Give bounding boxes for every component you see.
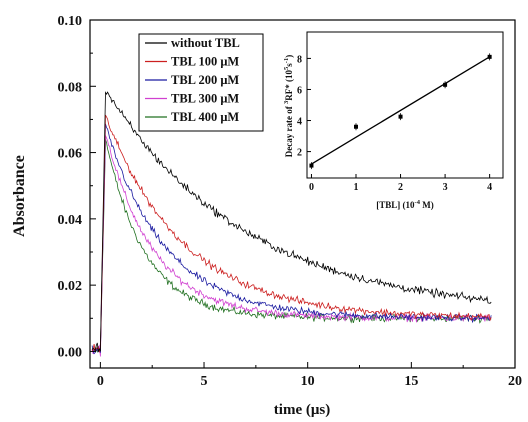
- x-tick-label: 5: [201, 374, 208, 389]
- legend-entry-label: TBL 300 μM: [171, 92, 239, 106]
- inset-x-tick-label: 4: [487, 182, 492, 193]
- inset-x-tick-label: 1: [354, 182, 359, 193]
- main-axes: 0 5 10 15 200.000.020.040.060.080.10: [58, 14, 523, 389]
- y-tick-label: 0.02: [58, 279, 83, 294]
- inset-data-point: [309, 163, 314, 168]
- legend-entry-label: TBL 200 μM: [171, 73, 239, 87]
- inset-y-tick-label: 4: [297, 117, 302, 128]
- inset-y-tick-label: 2: [297, 148, 302, 159]
- x-tick-label: 0: [97, 374, 104, 389]
- y-tick-label: 0.10: [58, 14, 83, 29]
- inset-x-tick-label: 2: [398, 182, 403, 193]
- x-tick-label: 15: [404, 374, 418, 389]
- inset-y-tick-label: 6: [297, 85, 302, 96]
- y-tick-label: 0.06: [58, 147, 83, 162]
- inset-y-axis-label: Decay rate of 3RF* (105s-1): [283, 55, 294, 157]
- x-tick-label: 10: [301, 374, 315, 389]
- inset-y-tick-label: 8: [297, 54, 302, 65]
- x-tick-label: 20: [508, 374, 522, 389]
- y-tick-label: 0.04: [58, 213, 83, 228]
- inset-data-point: [487, 54, 492, 59]
- inset-data-point: [443, 82, 448, 87]
- series-line-2: [91, 123, 492, 355]
- x-axis-label: time (μs): [274, 402, 330, 418]
- inset-chart: [TBL] (10-4 M) Decay rate of 3RF* (105s-…: [283, 31, 504, 210]
- legend-box: [138, 33, 264, 132]
- legend-entry-label: TBL 100 μM: [171, 55, 239, 69]
- series-line-4: [91, 139, 492, 354]
- inset-frame: [306, 31, 504, 179]
- main-plot-frame: [89, 19, 516, 369]
- series-line-1: [91, 114, 492, 353]
- inset-data-point: [354, 124, 358, 129]
- y-tick-label: 0.00: [58, 345, 83, 360]
- legend-entry-label: without TBL: [171, 36, 240, 50]
- legend-entry-label: TBL 400 μM: [171, 110, 239, 124]
- inset-x-tick-label: 3: [443, 182, 448, 193]
- series-line-0: [91, 91, 492, 353]
- inset-x-axis-label: [TBL] (10-4 M): [376, 199, 433, 210]
- y-axis-label: Absorbance: [11, 155, 28, 237]
- series-group: [91, 91, 492, 357]
- inset-fit-line: [311, 56, 490, 165]
- inset-data-point: [398, 114, 403, 119]
- legend: without TBL TBL 100 μM TBL 200 μM TBL 300 μ…: [138, 33, 264, 132]
- y-tick-label: 0.08: [58, 80, 83, 95]
- inset-x-tick-label: 0: [309, 182, 314, 193]
